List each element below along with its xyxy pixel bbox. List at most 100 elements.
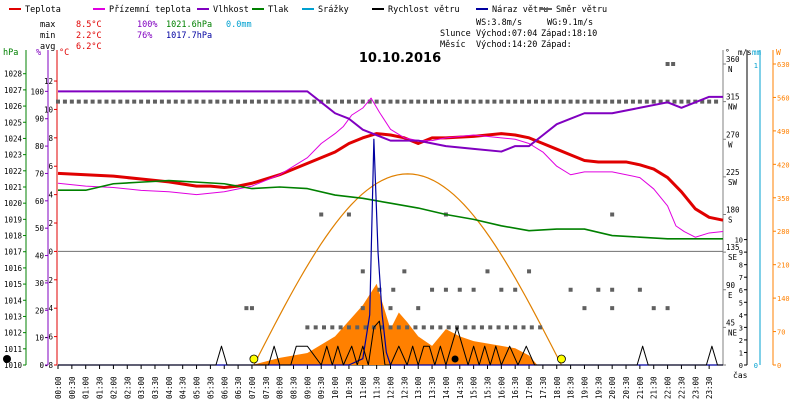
x-tick-label: 05:00	[193, 376, 202, 399]
wind-dir-point	[521, 325, 526, 330]
wind-dir-point	[363, 325, 368, 330]
axis-tick-label-dir: 315	[726, 93, 740, 102]
wind-dir-point	[380, 325, 385, 330]
x-tick-label: 00:30	[68, 376, 77, 399]
axis-tick-label-dir: E	[728, 291, 733, 300]
x-tick-label: 21:30	[650, 376, 659, 399]
x-tick-label: 09:30	[317, 376, 326, 399]
x-tick-label: 13:00	[414, 376, 423, 399]
wind-dir-point	[568, 99, 573, 104]
wind-dir-point	[388, 99, 393, 104]
axis-tick-label-ms: 9	[739, 249, 743, 257]
x-tick-label: 04:00	[165, 376, 174, 399]
x-tick-label: 23:30	[705, 376, 714, 399]
wind-dir-point	[464, 99, 469, 104]
wind-dir-point	[340, 99, 345, 104]
wind-dir-point	[270, 99, 275, 104]
wind-dir-point	[322, 325, 326, 330]
x-tick-label: 22:30	[677, 376, 686, 399]
wind-dir-point	[90, 99, 95, 104]
axis-unit-ms: m/s	[738, 48, 752, 57]
x-tick-label: 19:30	[594, 376, 603, 399]
wind-dir-point	[610, 287, 615, 292]
wind-dir-point	[436, 99, 441, 104]
wind-dir-point	[485, 269, 490, 274]
wind-dir-point	[513, 325, 518, 330]
wind-dir-point	[651, 306, 656, 311]
wind-dir-point	[430, 325, 435, 330]
wind-dir-point	[610, 306, 615, 311]
axes: hPa1010101110121013101410151016101710181…	[3, 48, 790, 399]
wind-dir-point	[457, 287, 462, 292]
wind-dir-point	[173, 99, 178, 104]
x-tick-label: 14:30	[456, 376, 465, 399]
wind-dir-point	[538, 325, 543, 330]
x-tick-label: 08:00	[276, 376, 285, 399]
wind-dir-point	[166, 99, 171, 104]
x-tick-label: 20:30	[622, 376, 631, 399]
info-panel: WS:3.8m/s WG:9.1m/s Slunce Východ:07:04 …	[440, 18, 597, 50]
axis-tick-label-w: 280	[777, 228, 790, 236]
x-tick-label: 01:00	[82, 376, 91, 399]
info-sunset: Západ:18:10	[541, 29, 597, 39]
wind-dir-point	[413, 325, 418, 330]
wind-dir-point	[381, 99, 386, 104]
wind-dir-point	[686, 99, 691, 104]
wind-dir-point	[263, 99, 268, 104]
axis-unit-hpa: hPa	[3, 48, 18, 58]
wind-dir-point	[360, 99, 365, 104]
axis-tick-label-temp: 4	[48, 191, 53, 200]
x-tick-label: 15:30	[483, 376, 492, 399]
wind-dir-point	[568, 287, 573, 292]
axis-tick-label-pct: 70	[35, 169, 45, 178]
wind-dir-point	[443, 287, 448, 292]
axis-tick-label-ms: 5	[739, 299, 743, 307]
wind-dir-point	[438, 325, 443, 330]
x-tick-label: 02:30	[123, 376, 132, 399]
x-tick-label: 02:00	[109, 376, 118, 399]
wind-dir-point	[658, 99, 663, 104]
wind-dir-point	[513, 287, 518, 292]
wind-dir-point	[700, 99, 705, 104]
x-tick-label: 12:00	[387, 376, 396, 399]
stat-avg-temp: 6.2°C	[76, 42, 102, 52]
info-moon-label: Měsíc	[440, 40, 466, 50]
wind-dir-point	[396, 325, 401, 330]
x-tick-label: 18:00	[553, 376, 562, 399]
wind-dir-point	[707, 99, 712, 104]
wind-dir-point	[665, 62, 670, 66]
axis-tick-label-hpa: 1015	[4, 280, 22, 289]
x-tick-label: 23:00	[691, 376, 700, 399]
wind-dir-point	[69, 99, 74, 104]
axis-tick-label-hpa: 1011	[4, 345, 22, 354]
wind-dir-point	[319, 212, 324, 217]
wind-dir-point	[402, 269, 407, 274]
wind-dir-point	[187, 99, 192, 104]
wind-dir-point	[529, 325, 534, 330]
axis-tick-label-hpa: 1018	[4, 232, 23, 241]
wind-dir-point	[395, 99, 400, 104]
axis-tick-label-hpa: 1010	[4, 361, 23, 370]
axis-tick-label-dir: 225	[726, 168, 740, 177]
wind-dir-point	[388, 306, 393, 311]
wind-dir-point	[83, 99, 88, 104]
wind-dir-point	[499, 287, 504, 292]
stat-max-temp: 8.5°C	[76, 20, 102, 30]
wind-dir-point	[471, 325, 476, 330]
series-line-5	[58, 320, 723, 366]
wind-dir-point	[596, 287, 601, 292]
wind-dir-point	[249, 99, 254, 104]
axis-tick-label-ms: 4	[739, 312, 743, 320]
axis-tick-label-dir: SE	[728, 253, 738, 262]
axis-tick-label-hpa: 1014	[4, 296, 23, 305]
wind-dir-point	[236, 99, 241, 104]
info-moonrise: Východ:14:20	[476, 40, 537, 50]
x-axis-label: čas	[733, 370, 748, 380]
axis-tick-label-w: 70	[777, 329, 785, 337]
wind-dir-point	[589, 99, 594, 104]
axis-tick-label-w: 490	[777, 128, 790, 136]
axis-tick-label-ms: 1	[739, 349, 743, 357]
stat-min-temp: 2.2°C	[76, 31, 102, 41]
axis-tick-label-dir: 180	[726, 206, 740, 215]
legend-label: Teplota	[25, 5, 61, 15]
